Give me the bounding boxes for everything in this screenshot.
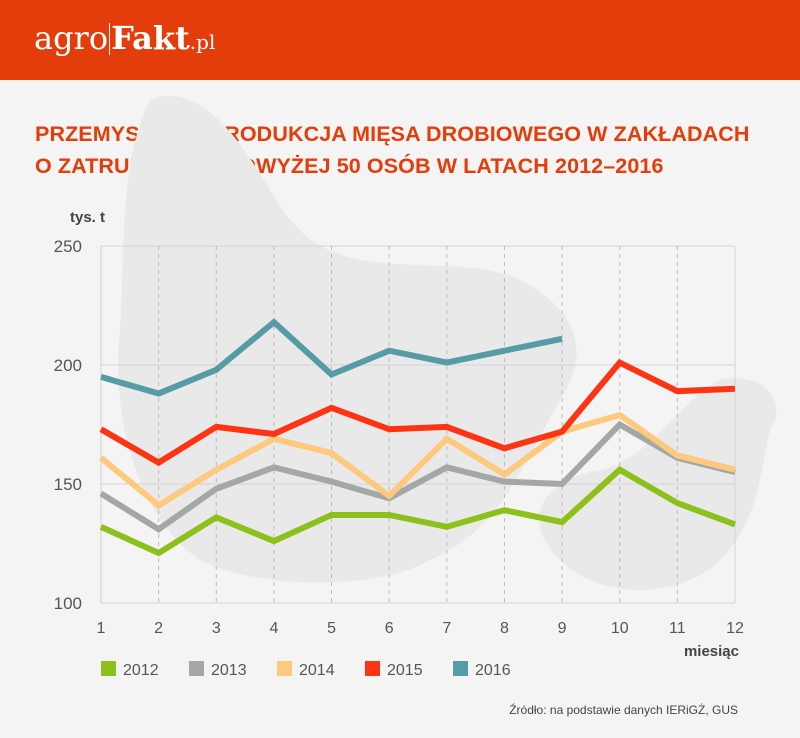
x-tick-label: 2	[154, 620, 163, 637]
legend-label-2015: 2015	[387, 662, 423, 679]
legend-label-2012: 2012	[123, 662, 159, 679]
series-line-2012	[99, 466, 737, 557]
y-axis-label: tys. t	[70, 209, 105, 226]
series-line-2014	[99, 411, 736, 510]
agrofakt-logo[interactable]: agroFakt.pl	[34, 22, 215, 55]
x-tick-label: 1	[97, 620, 106, 637]
legend-label-2013: 2013	[211, 662, 247, 679]
x-tick-label: 3	[212, 620, 221, 637]
series-line-2016	[100, 318, 563, 397]
series-line-2015	[99, 358, 736, 467]
logo-text-pl: .pl	[189, 30, 216, 54]
x-tick-label: 4	[269, 620, 278, 637]
legend-label-2016: 2016	[475, 662, 511, 679]
logo-text-agro: agro	[34, 19, 109, 57]
legend-swatch-2012	[101, 661, 116, 676]
legend-swatch-2016	[453, 661, 468, 676]
source-note: Źródło: na podstawie danych IERiGŻ, GUS	[509, 703, 738, 717]
legend-swatch-2013	[189, 661, 204, 676]
y-tick-label: 100	[54, 594, 82, 613]
y-tick-label: 200	[54, 356, 82, 375]
header-bar: agroFakt.pl	[0, 0, 800, 80]
x-tick-label: 11	[669, 620, 686, 637]
x-tick-label: 8	[500, 620, 509, 637]
y-tick-label: 250	[54, 237, 82, 256]
legend-label-2014: 2014	[299, 662, 335, 679]
x-tick-label: 10	[611, 620, 629, 637]
series-line-2013	[99, 420, 736, 533]
x-tick-label: 7	[442, 620, 451, 637]
x-tick-label: 12	[726, 620, 744, 637]
logo-text-fakt: Fakt	[111, 19, 190, 57]
x-axis-label: miesiąc	[684, 643, 739, 660]
legend-swatch-2015	[365, 661, 380, 676]
x-tick-label: 5	[327, 620, 336, 637]
x-tick-label: 6	[385, 620, 394, 637]
legend-swatch-2014	[277, 661, 292, 676]
x-tick-label: 9	[558, 620, 567, 637]
y-tick-label: 150	[54, 475, 82, 494]
logo-separator	[109, 23, 111, 55]
